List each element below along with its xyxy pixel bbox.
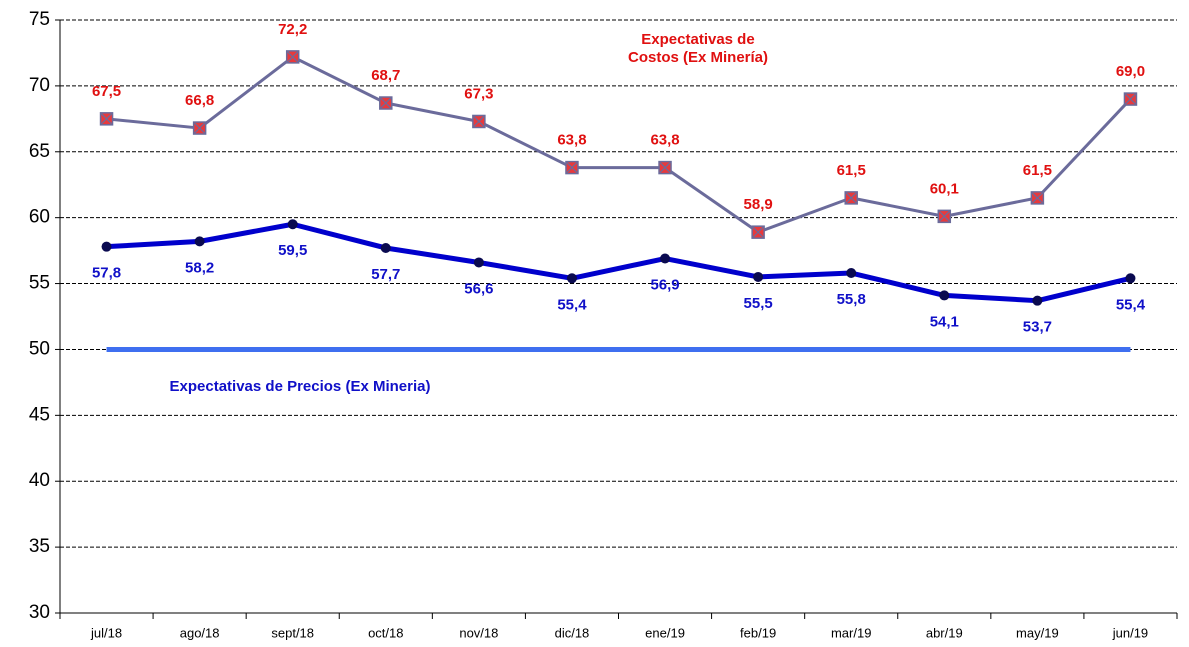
marker <box>846 268 857 279</box>
x-tick-label: mar/19 <box>831 625 871 640</box>
data-label: 66,8 <box>185 92 214 109</box>
y-tick-label: 30 <box>29 602 50 623</box>
marker <box>1123 92 1138 106</box>
data-label: 61,5 <box>837 162 866 179</box>
marker <box>287 219 298 230</box>
marker-cross <box>1124 92 1137 106</box>
x-tick-label: ene/19 <box>645 625 685 640</box>
x-tick-label: dic/18 <box>555 625 590 640</box>
marker <box>99 112 114 126</box>
x-tick-label: jun/19 <box>1112 625 1148 640</box>
data-label: 72,2 <box>278 21 307 38</box>
marker-cross <box>658 161 672 175</box>
marker <box>565 160 579 175</box>
data-label: 55,4 <box>557 296 587 313</box>
marker <box>472 114 486 129</box>
data-label: 59,5 <box>278 242 307 259</box>
marker-cross <box>100 112 113 126</box>
data-label: 55,4 <box>1116 296 1146 313</box>
data-label: 55,5 <box>744 295 773 312</box>
marker-cross <box>379 96 393 110</box>
marker-cross <box>1030 191 1044 205</box>
annotation: Expectativas de Precios (Ex Mineria) <box>170 378 431 395</box>
marker <box>937 209 952 224</box>
y-tick-label: 50 <box>29 338 50 359</box>
y-tick-label: 60 <box>29 207 50 228</box>
x-tick-label: ago/18 <box>180 625 220 640</box>
series-line <box>106 55 1132 234</box>
data-label: 57,7 <box>371 266 400 283</box>
marker <box>658 160 672 175</box>
y-tick-label: 75 <box>29 9 50 30</box>
data-label: 63,8 <box>557 132 586 149</box>
x-tick-label: sept/18 <box>271 625 314 640</box>
data-label: 61,5 <box>1023 162 1052 179</box>
data-label: 56,6 <box>464 280 493 297</box>
marker-cross <box>286 50 300 64</box>
marker <box>566 273 577 284</box>
marker <box>939 290 950 301</box>
marker-cross <box>193 121 207 135</box>
y-tick-label: 70 <box>29 75 50 96</box>
marker <box>379 96 393 110</box>
marker-cross <box>565 161 579 175</box>
marker <box>1030 191 1045 205</box>
y-tick-label: 55 <box>29 273 50 294</box>
y-tick-label: 65 <box>29 141 50 162</box>
marker <box>473 257 484 268</box>
data-label: 57,8 <box>92 265 121 282</box>
data-label: 67,3 <box>464 85 493 102</box>
marker-cross <box>937 209 951 223</box>
marker <box>380 242 391 253</box>
y-tick-label: 45 <box>29 404 50 425</box>
data-label: 69,0 <box>1116 63 1145 80</box>
marker-cross <box>844 191 858 205</box>
data-label: 60,1 <box>930 180 959 197</box>
marker <box>844 191 858 205</box>
marker <box>1125 273 1136 284</box>
data-label: 58,9 <box>744 196 773 213</box>
marker <box>101 241 112 252</box>
y-tick-label: 40 <box>29 470 50 491</box>
data-label: 68,7 <box>371 67 400 84</box>
marker <box>1032 295 1043 306</box>
x-tick-label: oct/18 <box>368 625 403 640</box>
x-tick-label: feb/19 <box>740 625 776 640</box>
data-label: 67,5 <box>92 83 121 100</box>
marker <box>751 225 765 239</box>
data-label: 56,9 <box>650 276 679 293</box>
marker <box>660 253 671 264</box>
marker <box>192 121 207 135</box>
data-label: 58,2 <box>185 259 214 276</box>
marker-cross <box>472 115 486 128</box>
annotation: Expectativas de <box>641 31 754 48</box>
annotation: Costos (Ex Minería) <box>628 49 768 66</box>
x-tick-label: jul/18 <box>90 625 122 640</box>
series-line <box>106 221 1132 304</box>
x-tick-label: nov/18 <box>459 625 498 640</box>
x-tick-label: may/19 <box>1016 625 1059 640</box>
y-tick-label: 35 <box>29 536 50 557</box>
marker <box>285 50 300 64</box>
x-tick-label: abr/19 <box>926 625 963 640</box>
data-label: 54,1 <box>930 313 959 330</box>
data-label: 63,8 <box>650 132 679 149</box>
data-label: 53,7 <box>1023 319 1052 336</box>
marker <box>194 236 205 247</box>
marker <box>753 271 764 282</box>
data-label: 55,8 <box>837 291 866 308</box>
marker-cross <box>751 225 765 239</box>
